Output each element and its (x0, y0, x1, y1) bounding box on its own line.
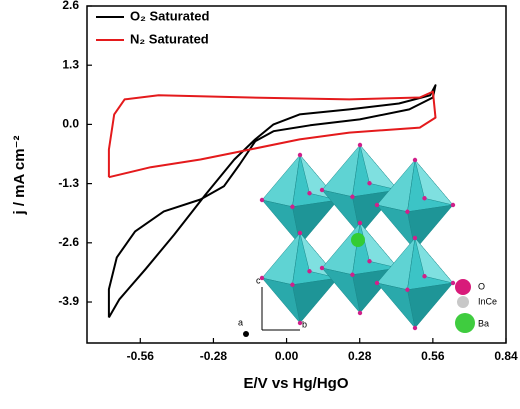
inset-axis-label: c (256, 275, 261, 285)
oxygen-atom (367, 181, 372, 186)
oxygen-atom (357, 142, 363, 148)
oxygen-atom (422, 274, 427, 279)
oxygen-atom (357, 310, 363, 316)
x-tick-label: -0.28 (200, 349, 228, 363)
y-tick-label: 2.6 (62, 0, 79, 12)
oxygen-atom (297, 230, 303, 236)
oxygen-atom (412, 157, 418, 163)
oxygen-atom (307, 269, 312, 274)
oxygen-atom (350, 194, 355, 199)
oxygen-atom (259, 275, 265, 281)
oxygen-atom (297, 152, 303, 158)
oxygen-atom (450, 202, 456, 208)
octahedron-face (292, 277, 339, 324)
oxygen-atom (350, 272, 355, 277)
oxygen-atom (412, 235, 418, 241)
oxygen-atom (374, 280, 380, 286)
oxygen-atom (259, 197, 265, 203)
x-tick-label: -0.56 (127, 349, 155, 363)
y-axis-label: j / mA cm⁻² (11, 135, 28, 215)
oxygen-atom (319, 187, 325, 193)
oxygen-atom (319, 265, 325, 271)
axis-origin (243, 331, 249, 337)
oxygen-atom (357, 220, 363, 226)
oxygen-atom (297, 320, 303, 326)
barium-atom (351, 233, 365, 247)
octahedron-face (414, 159, 454, 206)
y-tick-label: 1.3 (62, 57, 79, 71)
y-tick-label: 0.0 (62, 117, 79, 131)
oxygen-atom (307, 191, 312, 196)
octahedron-face (414, 237, 454, 284)
legend-label: N₂ Saturated (130, 31, 209, 46)
y-tick-label: -2.6 (58, 235, 79, 249)
legend-ba (455, 313, 475, 333)
octahedron-face (359, 222, 399, 269)
octahedron-face (407, 282, 454, 329)
data-line (107, 90, 437, 179)
octahedron-face (292, 199, 339, 246)
oxygen-atom (412, 325, 418, 331)
inset-axis-label: a (238, 317, 243, 327)
oxygen-atom (405, 209, 410, 214)
plot-frame (86, 5, 507, 344)
y-tick-label: -3.9 (58, 294, 79, 308)
x-axis-label: E/V vs Hg/HgO (243, 375, 348, 392)
legend-o (455, 279, 471, 295)
legend-label: O₂ Saturated (130, 8, 210, 23)
y-tick-label: -1.3 (58, 176, 79, 190)
oxygen-atom (450, 280, 456, 286)
x-tick-label: 0.00 (275, 349, 299, 363)
oxygen-atom (290, 204, 295, 209)
oxygen-atom (290, 282, 295, 287)
legend-ince (457, 296, 469, 308)
x-tick-label: 0.56 (421, 349, 445, 363)
oxygen-atom (367, 259, 372, 264)
inset-legend-label: Ba (478, 318, 489, 328)
oxygen-atom (374, 202, 380, 208)
octahedron-face (407, 204, 454, 251)
oxygen-atom (422, 196, 427, 201)
inset-legend-label: InCe (478, 296, 497, 306)
octahedron-face (359, 144, 399, 191)
inset-legend-label: O (478, 281, 485, 291)
inset-axis-label: b (302, 319, 307, 329)
oxygen-atom (405, 287, 410, 292)
x-tick-label: 0.84 (494, 349, 518, 363)
crystal-structure-inset: O InCe Ba a b c (238, 142, 497, 337)
x-tick-label: 0.28 (348, 349, 372, 363)
